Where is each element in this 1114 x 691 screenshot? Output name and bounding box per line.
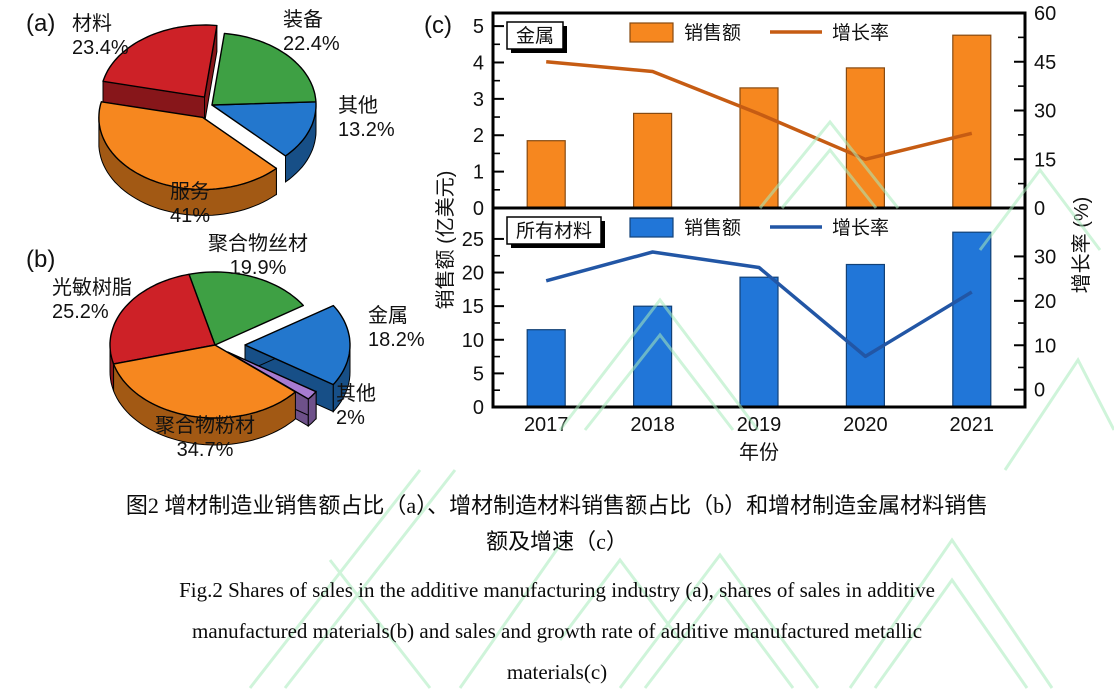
svg-text:其他: 其他 <box>338 94 378 117</box>
svg-text:0: 0 <box>1034 380 1045 402</box>
svg-text:45: 45 <box>1034 52 1056 74</box>
svg-text:30: 30 <box>1034 101 1056 123</box>
svg-text:2: 2 <box>473 125 484 147</box>
svg-text:10: 10 <box>462 330 484 352</box>
svg-text:装备: 装备 <box>283 8 323 31</box>
svg-text:10: 10 <box>1034 335 1056 357</box>
svg-text:所有材料: 所有材料 <box>516 220 592 242</box>
caption-zh-line1: 图2 增材制造业销售额占比（a）、增材制造材料销售额占比（b）和增材制造金属材料… <box>125 493 989 518</box>
svg-text:15: 15 <box>462 296 484 318</box>
svg-text:金属: 金属 <box>368 304 408 327</box>
figure-caption: 图2 增材制造业销售额占比（a）、增材制造材料销售额占比（b）和增材制造金属材料… <box>0 488 1114 691</box>
panel-label-b: (b) <box>26 246 56 273</box>
svg-text:增长率: 增长率 <box>832 217 889 239</box>
svg-text:销售额: 销售额 <box>684 22 741 44</box>
svg-text:光敏树脂: 光敏树脂 <box>52 276 132 299</box>
svg-text:25.2%: 25.2% <box>52 301 109 323</box>
svg-text:2019: 2019 <box>737 414 782 436</box>
svg-text:金属: 金属 <box>516 25 554 47</box>
caption-en-line2: manufactured materials(b) and sales and … <box>191 619 923 643</box>
svg-text:5: 5 <box>473 363 484 385</box>
panel-label-c: (c) <box>424 12 452 39</box>
svg-text:41%: 41% <box>170 205 210 227</box>
svg-text:服务: 服务 <box>170 180 210 203</box>
svg-text:2018: 2018 <box>630 414 675 436</box>
svg-text:聚合物丝材: 聚合物丝材 <box>208 232 308 255</box>
svg-text:18.2%: 18.2% <box>368 329 425 351</box>
svg-text:材料: 材料 <box>72 12 112 35</box>
svg-text:2%: 2% <box>336 407 365 429</box>
svg-text:销售额 (亿美元): 销售额 (亿美元) <box>434 171 457 310</box>
svg-text:2020: 2020 <box>843 414 888 436</box>
svg-text:年份: 年份 <box>739 441 779 464</box>
caption-en-line3: materials(c) <box>506 660 608 684</box>
svg-text:其他: 其他 <box>336 382 376 405</box>
svg-text:15: 15 <box>1034 149 1056 171</box>
svg-text:5: 5 <box>473 16 484 38</box>
svg-text:19.9%: 19.9% <box>230 257 287 279</box>
svg-text:20: 20 <box>1034 291 1056 313</box>
svg-text:2021: 2021 <box>950 414 995 436</box>
svg-text:60: 60 <box>1034 3 1056 25</box>
svg-text:增长率: 增长率 <box>832 22 889 44</box>
svg-text:销售额: 销售额 <box>684 217 741 239</box>
svg-text:13.2%: 13.2% <box>338 119 395 141</box>
svg-text:2017: 2017 <box>524 414 569 436</box>
svg-text:0: 0 <box>1034 198 1045 220</box>
svg-text:20: 20 <box>462 263 484 285</box>
svg-text:3: 3 <box>473 89 484 111</box>
svg-text:25: 25 <box>462 229 484 251</box>
svg-text:聚合物粉材: 聚合物粉材 <box>155 414 255 437</box>
svg-text:增长率 (%): 增长率 (%) <box>1070 197 1093 294</box>
svg-text:0: 0 <box>473 198 484 220</box>
svg-text:34.7%: 34.7% <box>177 439 234 461</box>
panel-label-a: (a) <box>26 10 56 37</box>
caption-en-line1: Fig.2 Shares of sales in the additive ma… <box>179 578 935 602</box>
svg-text:0: 0 <box>473 397 484 419</box>
svg-text:22.4%: 22.4% <box>283 33 340 55</box>
svg-text:23.4%: 23.4% <box>72 37 129 59</box>
svg-text:4: 4 <box>473 52 484 74</box>
svg-text:30: 30 <box>1034 246 1056 268</box>
caption-zh-line2: 额及增速（c） <box>486 529 628 554</box>
svg-text:1: 1 <box>473 162 484 184</box>
